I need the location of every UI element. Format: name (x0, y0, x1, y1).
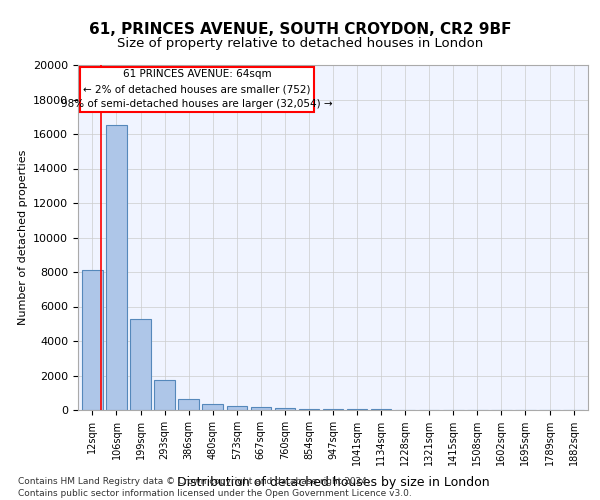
Bar (251, 408, 271, 410)
Bar (106, 126, 127, 410)
Bar (299, 408, 319, 410)
Text: 61, PRINCES AVENUE, SOUTH CROYDON, CR2 9BF: 61, PRINCES AVENUE, SOUTH CROYDON, CR2 9… (89, 22, 511, 38)
Bar (154, 380, 175, 410)
Y-axis label: Number of detached properties: Number of detached properties (17, 150, 28, 325)
Bar (82, 270, 103, 410)
Bar (227, 406, 247, 410)
FancyBboxPatch shape (80, 66, 314, 112)
Text: Contains HM Land Registry data © Crown copyright and database right 2024.: Contains HM Land Registry data © Crown c… (18, 478, 370, 486)
Bar (178, 399, 199, 410)
Bar (202, 404, 223, 410)
Text: Size of property relative to detached houses in London: Size of property relative to detached ho… (117, 38, 483, 51)
Bar (323, 409, 343, 410)
Bar (275, 408, 295, 410)
Bar (130, 318, 151, 410)
X-axis label: Distribution of detached houses by size in London: Distribution of detached houses by size … (176, 476, 490, 490)
Text: Contains public sector information licensed under the Open Government Licence v3: Contains public sector information licen… (18, 489, 412, 498)
Text: 61 PRINCES AVENUE: 64sqm
← 2% of detached houses are smaller (752)
98% of semi-d: 61 PRINCES AVENUE: 64sqm ← 2% of detache… (61, 70, 333, 109)
